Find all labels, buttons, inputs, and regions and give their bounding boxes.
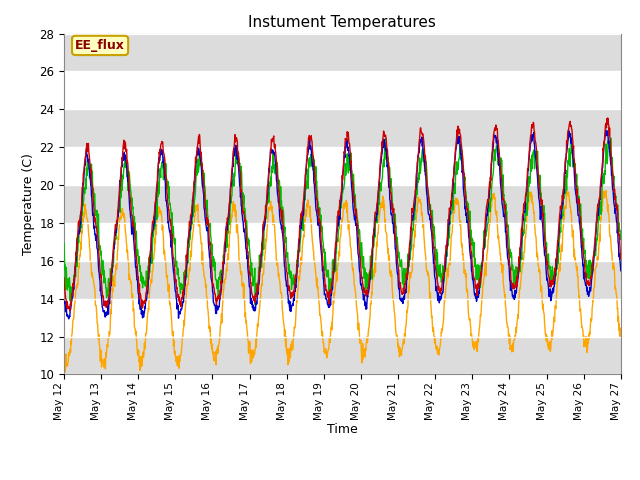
- li77_temp: [551, 276, 559, 282]
- AirT: [429, 325, 437, 331]
- li75_t: [617, 256, 625, 262]
- AirT: [602, 188, 610, 193]
- li77_temp: [617, 268, 625, 274]
- li77_temp: [60, 300, 68, 306]
- Line: AirT: AirT: [64, 191, 621, 372]
- li75_t: [604, 115, 611, 121]
- li77_temp: [429, 252, 437, 258]
- AirT: [551, 303, 559, 309]
- li77_temp: [602, 127, 609, 133]
- SonicT: [502, 201, 509, 206]
- li75_t: [66, 308, 74, 314]
- AirT: [61, 369, 69, 375]
- li77_temp: [65, 316, 72, 322]
- SonicT: [617, 231, 625, 237]
- Text: EE_flux: EE_flux: [75, 39, 125, 52]
- AirT: [60, 356, 68, 362]
- li75_t: [60, 275, 68, 281]
- AirT: [184, 281, 192, 287]
- SonicT: [252, 302, 259, 308]
- SonicT: [184, 260, 191, 266]
- X-axis label: Time: Time: [327, 423, 358, 436]
- li75_t: [171, 266, 179, 272]
- SonicT: [60, 240, 68, 246]
- Y-axis label: Temperature (C): Temperature (C): [22, 153, 35, 255]
- SonicT: [170, 240, 178, 246]
- li77_temp: [502, 228, 509, 234]
- li75_t: [246, 280, 254, 286]
- li77_temp: [246, 300, 254, 306]
- SonicT: [246, 255, 254, 261]
- AirT: [246, 361, 254, 367]
- Line: li77_temp: li77_temp: [64, 130, 621, 319]
- AirT: [171, 351, 179, 357]
- Line: li75_t: li75_t: [64, 118, 621, 311]
- AirT: [502, 305, 509, 311]
- Line: SonicT: SonicT: [64, 138, 621, 305]
- li75_t: [429, 239, 437, 245]
- Bar: [64, 261, 621, 299]
- Bar: [64, 34, 621, 72]
- li75_t: [551, 265, 559, 271]
- li75_t: [502, 214, 509, 219]
- Title: Instument Temperatures: Instument Temperatures: [248, 15, 436, 30]
- SonicT: [551, 271, 559, 277]
- AirT: [617, 334, 625, 340]
- Bar: [64, 109, 621, 147]
- li75_t: [184, 235, 192, 241]
- SonicT: [429, 222, 437, 228]
- Bar: [64, 185, 621, 223]
- li77_temp: [171, 280, 179, 286]
- Bar: [64, 336, 621, 374]
- SonicT: [568, 135, 575, 141]
- li77_temp: [184, 240, 192, 245]
